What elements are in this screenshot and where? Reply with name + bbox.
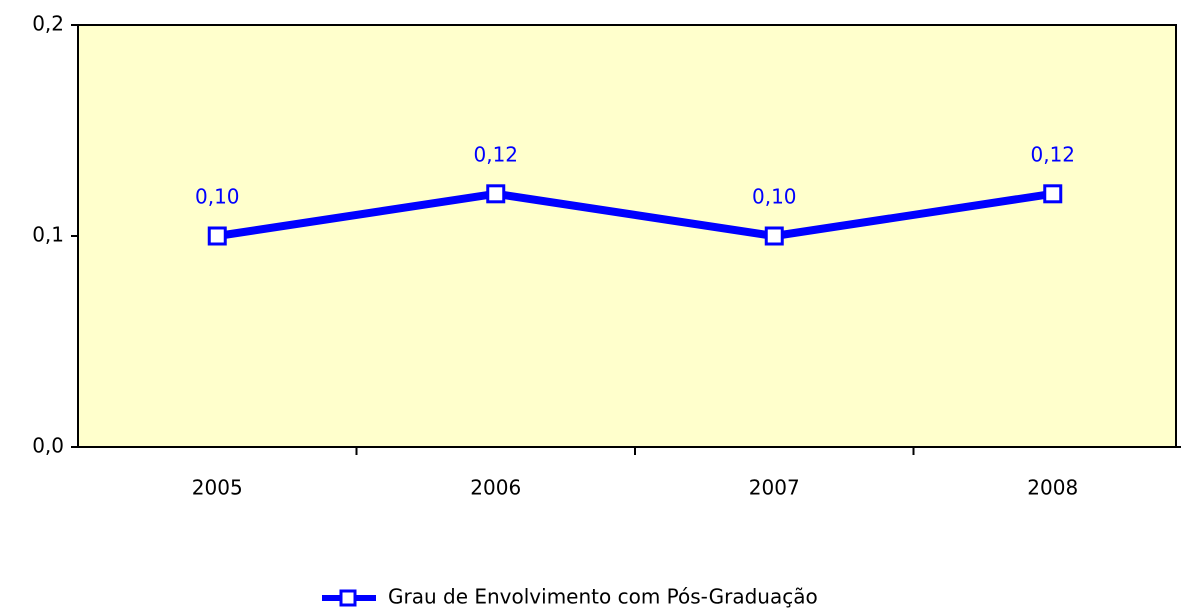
data-label: 0,10 xyxy=(195,185,240,209)
x-tick-label: 2005 xyxy=(192,476,243,500)
y-tick-label: 0,1 xyxy=(32,223,64,247)
x-tick-label: 2006 xyxy=(470,476,521,500)
point-marker xyxy=(207,226,227,246)
data-label: 0,10 xyxy=(752,185,797,209)
point-marker xyxy=(764,226,784,246)
data-label: 0,12 xyxy=(473,142,518,166)
y-tick-label: 0,2 xyxy=(32,12,64,36)
legend-label: Grau de Envolvimento com Pós-Graduação xyxy=(388,585,818,609)
point-marker xyxy=(486,184,506,204)
plot-area xyxy=(77,24,1177,448)
y-tick-label: 0,0 xyxy=(32,434,64,458)
data-label: 0,12 xyxy=(1030,142,1075,166)
x-tick-label: 2008 xyxy=(1027,476,1078,500)
legend-marker xyxy=(339,589,357,607)
series-line xyxy=(216,189,1054,240)
point-marker xyxy=(1043,184,1063,204)
x-tick-label: 2007 xyxy=(749,476,800,500)
